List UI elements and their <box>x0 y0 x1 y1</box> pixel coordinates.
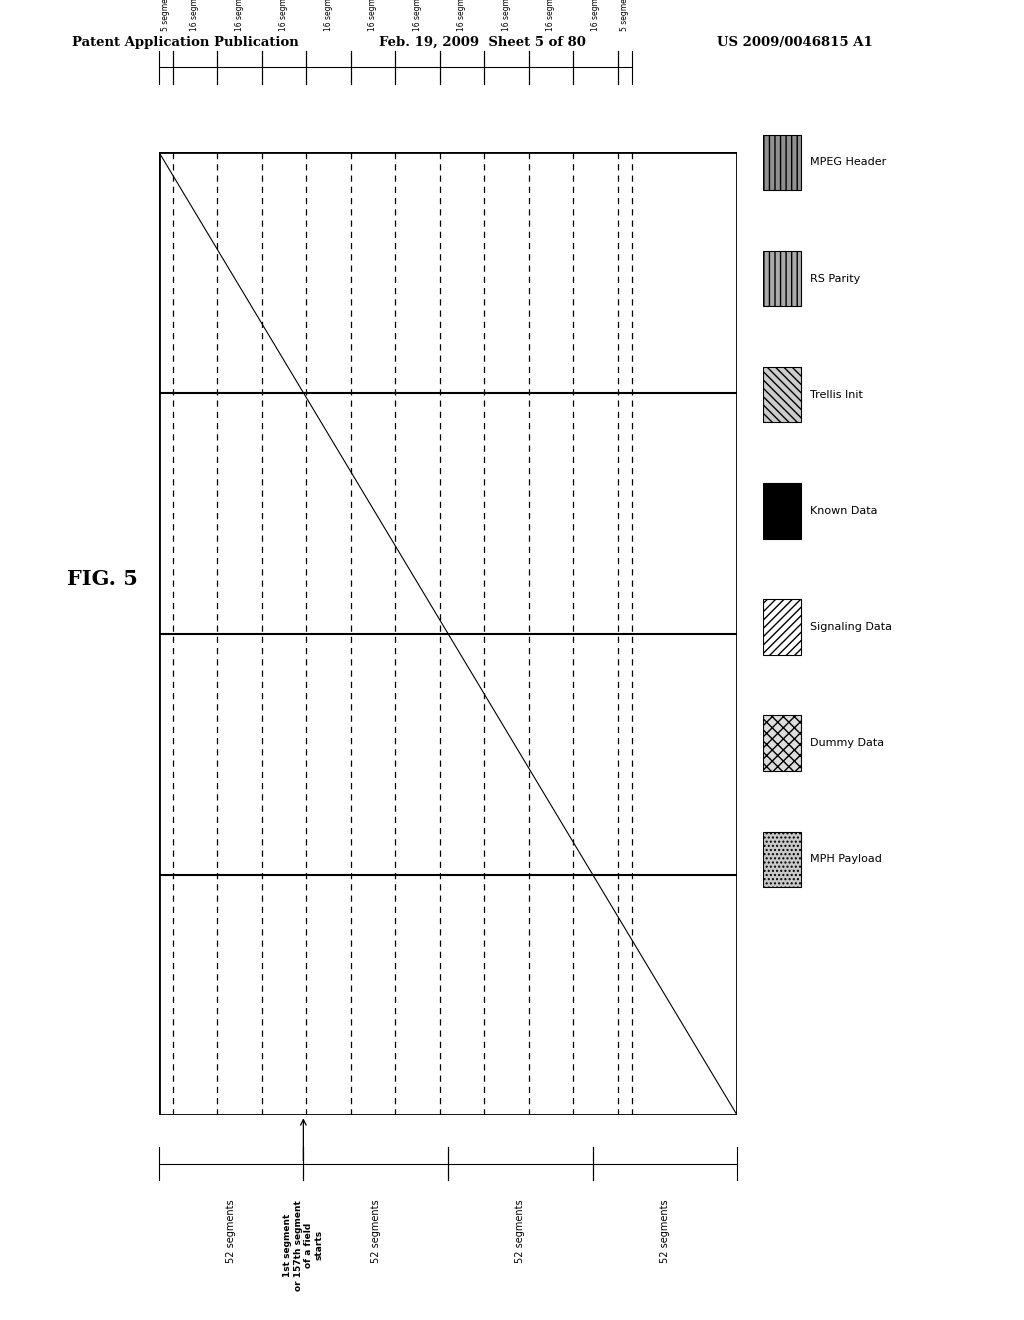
Text: Known Data: Known Data <box>810 506 878 516</box>
Bar <box>763 832 801 887</box>
Text: Patent Application Publication: Patent Application Publication <box>72 36 298 49</box>
Text: MPEG Header: MPEG Header <box>810 157 886 168</box>
Bar <box>763 715 801 771</box>
Text: 52 segments: 52 segments <box>226 1200 237 1263</box>
Text: 52 segments: 52 segments <box>371 1200 381 1263</box>
Text: 16 segments  MPH block5(B5): 16 segments MPH block5(B5) <box>369 0 378 32</box>
Text: 52 segments: 52 segments <box>515 1200 525 1263</box>
Bar <box>763 599 801 655</box>
Text: 16 segments, MPH block1(B1): 16 segments, MPH block1(B1) <box>190 0 200 32</box>
Text: 16 segments, MPH block2(B2): 16 segments, MPH block2(B2) <box>234 0 244 32</box>
Bar <box>763 367 801 422</box>
Text: Signaling Data: Signaling Data <box>810 622 892 632</box>
Bar <box>763 135 801 190</box>
Text: 5 segments (RS parity only): 5 segments (RS parity only) <box>161 0 170 32</box>
Text: Trellis Init: Trellis Init <box>810 389 863 400</box>
Text: 16 segments, MPH block7(B7): 16 segments, MPH block7(B7) <box>458 0 466 32</box>
Text: FIG. 5: FIG. 5 <box>67 569 137 590</box>
Bar <box>763 251 801 306</box>
Text: 16 segments, MPH block10(B10): 16 segments, MPH block10(B10) <box>591 0 600 32</box>
Text: MPH Payload: MPH Payload <box>810 854 882 865</box>
Text: 16 segments, MPH block8(B8): 16 segments, MPH block8(B8) <box>502 0 511 32</box>
Text: 16 segments, MPH block3(B3): 16 segments, MPH block3(B3) <box>280 0 289 32</box>
Text: 52 segments: 52 segments <box>659 1200 670 1263</box>
Text: 5 segments (RS parity only): 5 segments (RS parity only) <box>621 0 629 32</box>
Text: 1st segment
or 157th segment
of a field
starts: 1st segment or 157th segment of a field … <box>284 1200 324 1291</box>
Bar <box>763 483 801 539</box>
Text: 16 segments, MPH block9(B9): 16 segments, MPH block9(B9) <box>547 0 555 32</box>
Text: US 2009/0046815 A1: US 2009/0046815 A1 <box>717 36 872 49</box>
Text: Feb. 19, 2009  Sheet 5 of 80: Feb. 19, 2009 Sheet 5 of 80 <box>379 36 586 49</box>
Text: 16 segments  MPH block4(B4): 16 segments MPH block4(B4) <box>324 0 333 32</box>
Text: 16 segments, MPH block6(B6): 16 segments, MPH block6(B6) <box>413 0 422 32</box>
Text: RS Parity: RS Parity <box>810 273 860 284</box>
Text: Dummy Data: Dummy Data <box>810 738 884 748</box>
